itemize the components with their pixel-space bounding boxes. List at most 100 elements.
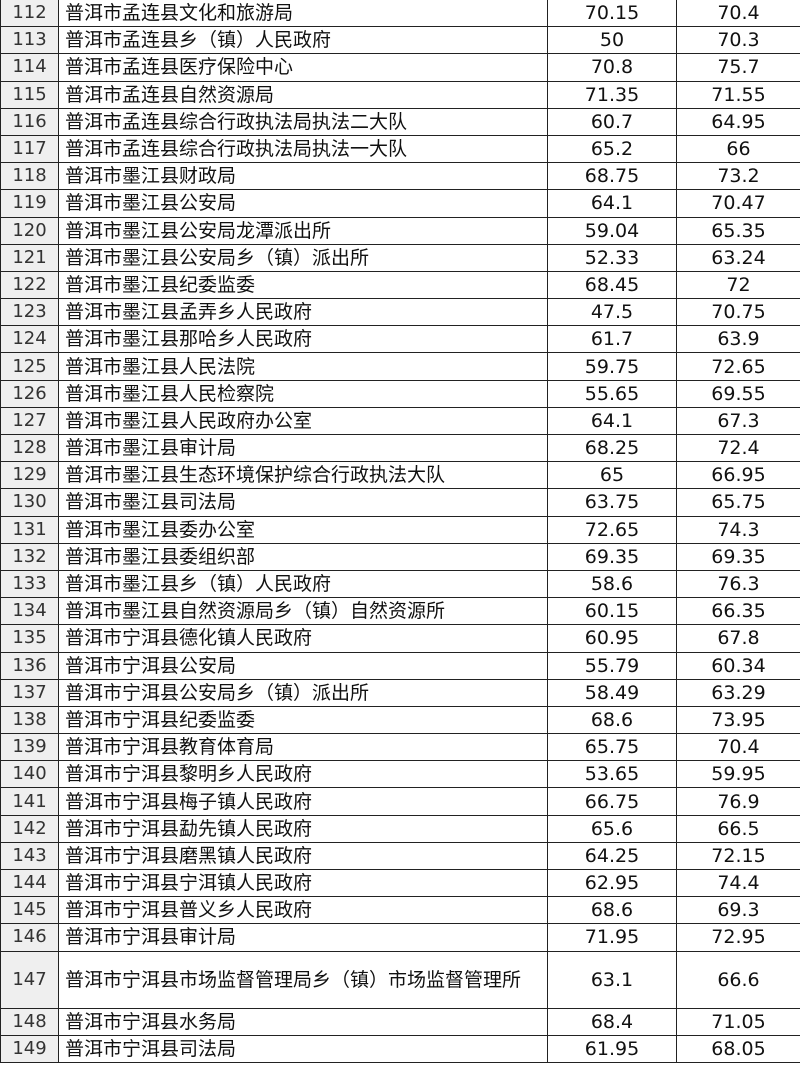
- score-2: 70.4: [676, 733, 800, 762]
- score-1: 71.95: [547, 923, 677, 952]
- unit-name: 普洱市宁洱县普义乡人民政府: [58, 896, 548, 925]
- unit-name: 普洱市墨江县人民政府办公室: [58, 406, 548, 436]
- table-row: 116 普洱市孟连县综合行政执法局执法二大队 60.7 64.95: [0, 107, 800, 136]
- row-number: 142: [0, 814, 59, 843]
- score-1: 50: [547, 26, 677, 55]
- row-number: 133: [0, 569, 59, 599]
- row-number: 123: [0, 298, 59, 327]
- unit-name: 普洱市宁洱县纪委监委: [58, 705, 548, 735]
- row-number: 144: [0, 868, 59, 898]
- table-row: 135 普洱市宁洱县德化镇人民政府 60.95 67.8: [0, 624, 800, 653]
- unit-name: 普洱市墨江县那哈乡人民政府: [58, 325, 548, 354]
- score-1: 65: [547, 461, 677, 490]
- table-row: 124 普洱市墨江县那哈乡人民政府 61.7 63.9: [0, 325, 800, 354]
- score-2: 69.55: [676, 379, 800, 408]
- row-number: 136: [0, 651, 59, 680]
- score-2: 69.35: [676, 542, 800, 571]
- score-1: 47.5: [547, 298, 677, 327]
- table-row: 136 普洱市宁洱县公安局 55.79 60.34: [0, 651, 800, 680]
- score-2: 66: [676, 134, 800, 164]
- unit-name: 普洱市宁洱县德化镇人民政府: [58, 624, 548, 653]
- score-1: 55.65: [547, 379, 677, 408]
- score-2: 71.55: [676, 80, 800, 109]
- row-number: 113: [0, 26, 59, 55]
- row-number: 125: [0, 352, 59, 381]
- score-2: 70.47: [676, 189, 800, 218]
- row-number: 114: [0, 53, 59, 82]
- score-2: 72.15: [676, 841, 800, 871]
- unit-name: 普洱市墨江县公安局龙潭派出所: [58, 216, 548, 245]
- score-1: 63.75: [547, 488, 677, 517]
- score-1: 53.65: [547, 760, 677, 789]
- row-number: 139: [0, 733, 59, 762]
- score-2: 72: [676, 270, 800, 300]
- row-number: 146: [0, 923, 59, 952]
- unit-name: 普洱市孟连县综合行政执法局执法二大队: [58, 107, 548, 136]
- row-number: 129: [0, 461, 59, 490]
- score-1: 70.8: [547, 53, 677, 82]
- score-1: 55.79: [547, 651, 677, 680]
- score-1: 62.95: [547, 868, 677, 898]
- score-1: 61.7: [547, 325, 677, 354]
- table-row: 149 普洱市宁洱县司法局 61.95 68.05: [0, 1034, 800, 1063]
- score-1: 63.1: [547, 950, 677, 1009]
- unit-name: 普洱市墨江县审计局: [58, 433, 548, 463]
- unit-name: 普洱市墨江县人民法院: [58, 352, 548, 381]
- row-number: 115: [0, 80, 59, 109]
- score-2: 72.4: [676, 433, 800, 463]
- score-1: 64.1: [547, 406, 677, 436]
- table-row: 131 普洱市墨江县委办公室 72.65 74.3: [0, 515, 800, 544]
- table-row: 129 普洱市墨江县生态环境保护综合行政执法大队 65 66.95: [0, 461, 800, 490]
- row-number: 130: [0, 488, 59, 517]
- unit-name: 普洱市墨江县委组织部: [58, 542, 548, 571]
- unit-name: 普洱市墨江县孟弄乡人民政府: [58, 298, 548, 327]
- unit-name: 普洱市孟连县乡（镇）人民政府: [58, 26, 548, 55]
- score-1: 65.75: [547, 733, 677, 762]
- unit-name: 普洱市孟连县医疗保险中心: [58, 53, 548, 82]
- score-1: 68.75: [547, 162, 677, 191]
- row-number: 124: [0, 325, 59, 354]
- score-1: 61.95: [547, 1034, 677, 1063]
- score-1: 60.95: [547, 624, 677, 653]
- row-number: 137: [0, 678, 59, 707]
- score-2: 70.4: [676, 0, 800, 28]
- score-2: 67.8: [676, 624, 800, 653]
- row-number: 127: [0, 406, 59, 436]
- unit-name: 普洱市墨江县生态环境保护综合行政执法大队: [58, 461, 548, 490]
- score-2: 59.95: [676, 760, 800, 789]
- row-number: 138: [0, 705, 59, 735]
- row-number: 140: [0, 760, 59, 789]
- score-2: 65.35: [676, 216, 800, 245]
- score-1: 60.7: [547, 107, 677, 136]
- row-number: 141: [0, 787, 59, 816]
- table-row: 125 普洱市墨江县人民法院 59.75 72.65: [0, 352, 800, 381]
- unit-name: 普洱市宁洱县勐先镇人民政府: [58, 814, 548, 843]
- unit-name: 普洱市墨江县乡（镇）人民政府: [58, 569, 548, 599]
- unit-name: 普洱市宁洱县审计局: [58, 923, 548, 952]
- score-1: 66.75: [547, 787, 677, 816]
- score-1: 58.6: [547, 569, 677, 599]
- table-row: 122 普洱市墨江县纪委监委 68.45 72: [0, 270, 800, 300]
- table-row: 121 普洱市墨江县公安局乡（镇）派出所 52.33 63.24: [0, 243, 800, 272]
- unit-name: 普洱市宁洱县教育体育局: [58, 733, 548, 762]
- table-row: 142 普洱市宁洱县勐先镇人民政府 65.6 66.5: [0, 814, 800, 843]
- score-1: 60.15: [547, 597, 677, 626]
- unit-name: 普洱市墨江县人民检察院: [58, 379, 548, 408]
- unit-name: 普洱市墨江县纪委监委: [58, 270, 548, 300]
- score-2: 66.6: [676, 950, 800, 1009]
- score-2: 75.7: [676, 53, 800, 82]
- score-1: 68.25: [547, 433, 677, 463]
- table-row: 126 普洱市墨江县人民检察院 55.65 69.55: [0, 379, 800, 408]
- table-row: 145 普洱市宁洱县普义乡人民政府 68.6 69.3: [0, 896, 800, 925]
- score-2: 63.29: [676, 678, 800, 707]
- unit-name: 普洱市宁洱县磨黑镇人民政府: [58, 841, 548, 871]
- row-number: 132: [0, 542, 59, 571]
- unit-name: 普洱市宁洱县宁洱镇人民政府: [58, 868, 548, 898]
- table-row: 115 普洱市孟连县自然资源局 71.35 71.55: [0, 80, 800, 109]
- score-1: 58.49: [547, 678, 677, 707]
- score-1: 69.35: [547, 542, 677, 571]
- unit-name: 普洱市宁洱县市场监督管理局乡（镇）市场监督管理所: [58, 950, 548, 1009]
- row-number: 145: [0, 896, 59, 925]
- score-2: 74.4: [676, 868, 800, 898]
